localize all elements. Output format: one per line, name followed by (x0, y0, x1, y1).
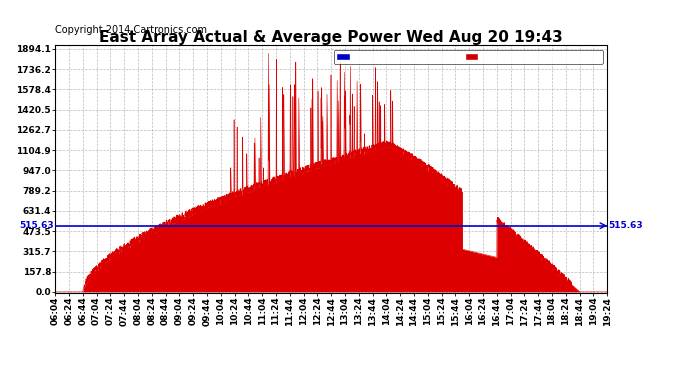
Legend: Average  (DC Watts), East Array  (DC Watts): Average (DC Watts), East Array (DC Watts… (333, 50, 602, 64)
Text: 515.63: 515.63 (609, 221, 643, 230)
Text: Copyright 2014 Cartronics.com: Copyright 2014 Cartronics.com (55, 25, 207, 35)
Text: 515.63: 515.63 (19, 221, 54, 230)
Title: East Array Actual & Average Power Wed Aug 20 19:43: East Array Actual & Average Power Wed Au… (99, 30, 563, 45)
